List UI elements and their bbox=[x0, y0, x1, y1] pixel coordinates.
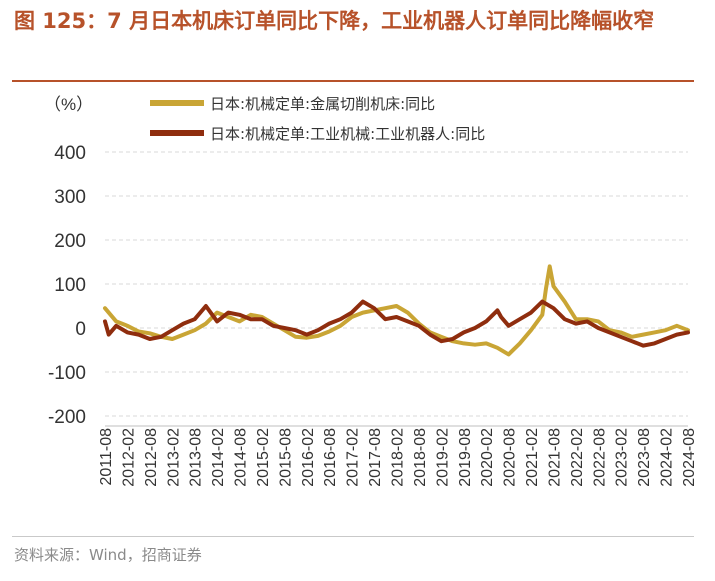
legend-label-metal-cutting: 日本:机械定单:金属切削机床:同比 bbox=[210, 95, 435, 113]
x-tick-label: 2013-08 bbox=[188, 428, 205, 487]
x-tick-label: 2021-02 bbox=[524, 428, 541, 487]
grid-lines bbox=[105, 151, 688, 417]
y-axis-ticks: 400 300 200 100 0 -100 -200 bbox=[48, 143, 86, 428]
x-tick-label: 2015-02 bbox=[255, 428, 272, 487]
x-tick-label: 2012-02 bbox=[120, 428, 137, 487]
x-tick-label: 2015-08 bbox=[277, 428, 294, 487]
x-tick-label: 2018-02 bbox=[390, 428, 407, 487]
y-tick-label: -100 bbox=[48, 363, 86, 384]
series-line-metal-cutting bbox=[103, 264, 690, 357]
x-tick-label: 2017-08 bbox=[367, 428, 384, 487]
y-tick-label: 300 bbox=[54, 187, 86, 208]
title-rule bbox=[12, 80, 694, 82]
x-tick-label: 2023-08 bbox=[636, 428, 653, 487]
x-tick-label: 2020-02 bbox=[479, 428, 496, 487]
x-tick-label: 2017-02 bbox=[345, 428, 362, 487]
x-tick-label: 2016-02 bbox=[300, 428, 317, 487]
x-tick-label: 2011-08 bbox=[98, 428, 115, 486]
chart-title: 图 125：7 月日本机床订单同比下降，工业机器人订单同比降幅收窄 bbox=[14, 9, 655, 33]
x-tick-label: 2014-02 bbox=[210, 428, 227, 487]
x-tick-label: 2021-08 bbox=[546, 428, 563, 487]
y-axis-unit: （%） bbox=[44, 95, 93, 114]
x-tick-label: 2020-08 bbox=[502, 428, 519, 487]
x-tick-label: 2014-08 bbox=[233, 428, 250, 487]
x-tick-label: 2019-02 bbox=[434, 428, 451, 487]
x-tick-label: 2013-02 bbox=[165, 428, 182, 487]
legend: 日本:机械定单:金属切削机床:同比 日本:机械定单:工业机械:工业机器人:同比 bbox=[150, 95, 485, 143]
x-tick-label: 2018-08 bbox=[412, 428, 429, 487]
x-tick-label: 2019-08 bbox=[457, 428, 474, 487]
source-note: 资料来源：Wind，招商证券 bbox=[14, 546, 202, 564]
series-lines bbox=[103, 264, 690, 357]
legend-label-industrial-robot: 日本:机械定单:工业机械:工业机器人:同比 bbox=[210, 125, 485, 143]
y-tick-label: 0 bbox=[75, 319, 86, 340]
footer-rule bbox=[12, 536, 694, 537]
y-tick-label: 200 bbox=[54, 231, 86, 252]
x-tick-label: 2016-08 bbox=[322, 428, 339, 487]
x-tick-label: 2022-08 bbox=[591, 428, 608, 487]
x-tick-label: 2022-02 bbox=[569, 428, 586, 487]
x-tick-label: 2023-02 bbox=[614, 428, 631, 487]
x-tick-label: 2024-08 bbox=[681, 428, 698, 487]
x-axis: 2011-08 2012-02 2012-08 2013-02 2013-08 2014-… bbox=[98, 425, 698, 487]
y-tick-label: -200 bbox=[48, 407, 86, 428]
x-tick-label: 2012-08 bbox=[143, 428, 160, 487]
x-tick-label: 2024-02 bbox=[659, 428, 676, 487]
y-tick-label: 400 bbox=[54, 143, 86, 164]
y-tick-label: 100 bbox=[54, 275, 86, 296]
series-line-industrial-robot bbox=[103, 299, 690, 348]
